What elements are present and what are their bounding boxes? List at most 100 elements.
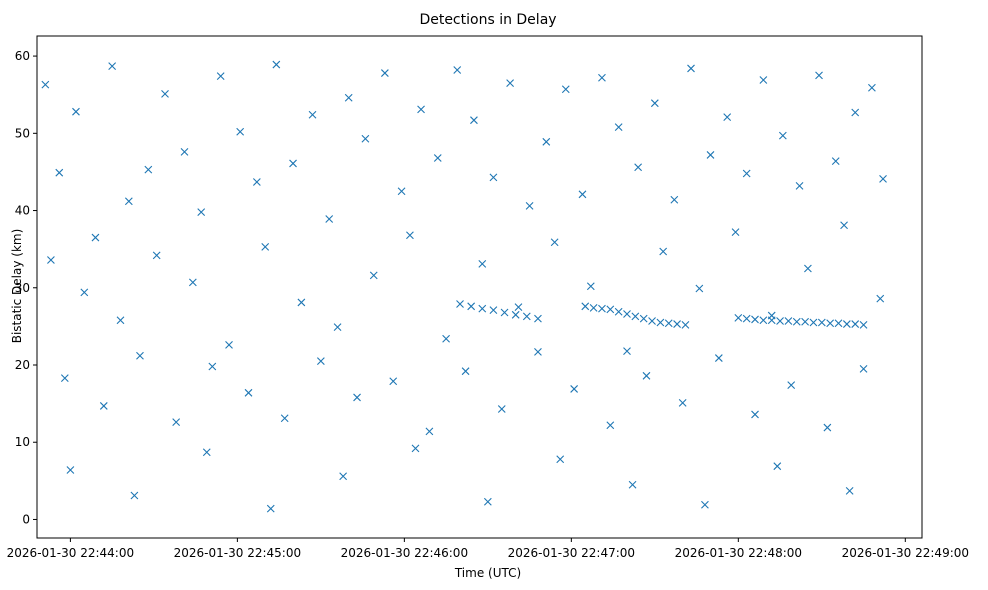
y-axis-ticks: 0 10 20 30 40 50 60 bbox=[15, 49, 37, 526]
data-point bbox=[188, 278, 197, 287]
data-point bbox=[784, 317, 793, 325]
data-point bbox=[773, 462, 782, 471]
y-tick-label: 30 bbox=[15, 281, 30, 295]
data-point bbox=[801, 317, 810, 326]
data-point bbox=[876, 294, 885, 303]
data-point bbox=[369, 271, 378, 280]
data-point bbox=[681, 320, 690, 329]
data-point bbox=[72, 107, 80, 116]
data-point bbox=[845, 487, 854, 495]
data-point bbox=[673, 320, 681, 328]
data-point bbox=[556, 455, 565, 464]
data-point bbox=[55, 168, 64, 177]
data-point bbox=[289, 159, 297, 168]
data-point bbox=[628, 480, 637, 489]
data-point bbox=[731, 228, 740, 237]
data-point bbox=[831, 157, 840, 166]
data-point bbox=[834, 319, 843, 328]
data-point bbox=[642, 371, 651, 380]
data-point bbox=[470, 116, 478, 125]
data-point bbox=[47, 256, 55, 264]
data-point bbox=[742, 314, 751, 323]
data-point bbox=[425, 427, 434, 436]
data-point bbox=[776, 317, 784, 325]
data-point bbox=[598, 304, 606, 313]
data-point bbox=[851, 108, 860, 117]
x-axis-label: Time (UTC) bbox=[454, 566, 521, 580]
data-point bbox=[272, 60, 281, 69]
data-point bbox=[344, 93, 353, 102]
data-point bbox=[534, 347, 542, 356]
data-point bbox=[868, 83, 876, 92]
data-point bbox=[280, 414, 289, 423]
data-point bbox=[216, 72, 225, 81]
data-point bbox=[578, 190, 587, 199]
data-point bbox=[41, 80, 50, 89]
data-point bbox=[650, 99, 659, 108]
scatter-marks bbox=[41, 60, 887, 513]
data-point bbox=[840, 221, 848, 230]
data-point bbox=[91, 233, 100, 242]
data-point bbox=[525, 202, 534, 210]
data-point bbox=[759, 316, 768, 325]
data-point bbox=[397, 187, 406, 196]
data-point bbox=[266, 504, 275, 513]
data-point bbox=[80, 288, 89, 297]
x-tick-label: 2026-01-30 22:49:00 bbox=[842, 546, 969, 560]
data-point bbox=[325, 215, 334, 223]
data-point bbox=[542, 137, 551, 146]
data-point bbox=[817, 318, 826, 327]
data-point bbox=[826, 319, 835, 328]
data-point bbox=[522, 312, 531, 321]
y-tick-label: 40 bbox=[15, 204, 30, 218]
data-point bbox=[497, 405, 506, 413]
data-point bbox=[489, 306, 498, 315]
data-point bbox=[751, 315, 759, 324]
data-point bbox=[116, 316, 125, 325]
data-point bbox=[478, 304, 487, 313]
x-tick-label: 2026-01-30 22:47:00 bbox=[508, 546, 635, 560]
data-point bbox=[589, 303, 598, 312]
data-point bbox=[842, 320, 851, 328]
data-point bbox=[606, 421, 615, 430]
data-point bbox=[648, 317, 656, 325]
data-point bbox=[787, 381, 796, 389]
axes-frame bbox=[36, 35, 923, 539]
data-point bbox=[411, 444, 420, 453]
data-point bbox=[614, 123, 623, 132]
data-point bbox=[759, 76, 768, 84]
data-point bbox=[353, 393, 361, 402]
data-point bbox=[453, 66, 462, 74]
data-point bbox=[809, 318, 818, 327]
data-point bbox=[506, 79, 515, 87]
data-point bbox=[670, 195, 679, 204]
data-point bbox=[614, 307, 623, 316]
x-tick-label: 2026-01-30 22:46:00 bbox=[341, 546, 468, 560]
data-point bbox=[456, 300, 464, 308]
data-point bbox=[433, 154, 442, 162]
y-tick-label: 10 bbox=[15, 435, 30, 449]
data-point bbox=[316, 357, 325, 366]
data-point bbox=[815, 71, 823, 80]
data-point bbox=[742, 169, 751, 178]
data-point bbox=[208, 362, 217, 371]
data-point bbox=[60, 374, 69, 383]
data-point bbox=[570, 385, 579, 393]
data-point bbox=[678, 398, 687, 407]
x-tick-label: 2026-01-30 22:45:00 bbox=[174, 546, 301, 560]
data-point bbox=[695, 284, 704, 293]
data-point bbox=[130, 491, 139, 500]
data-point bbox=[659, 247, 668, 256]
data-point bbox=[734, 314, 743, 322]
data-point bbox=[478, 259, 487, 268]
data-point bbox=[483, 497, 492, 506]
data-point bbox=[261, 242, 270, 251]
data-point bbox=[144, 165, 153, 174]
data-point bbox=[751, 410, 759, 419]
data-point bbox=[714, 354, 723, 362]
data-point bbox=[606, 305, 615, 314]
y-tick-label: 0 bbox=[22, 512, 30, 526]
data-point bbox=[152, 251, 161, 260]
